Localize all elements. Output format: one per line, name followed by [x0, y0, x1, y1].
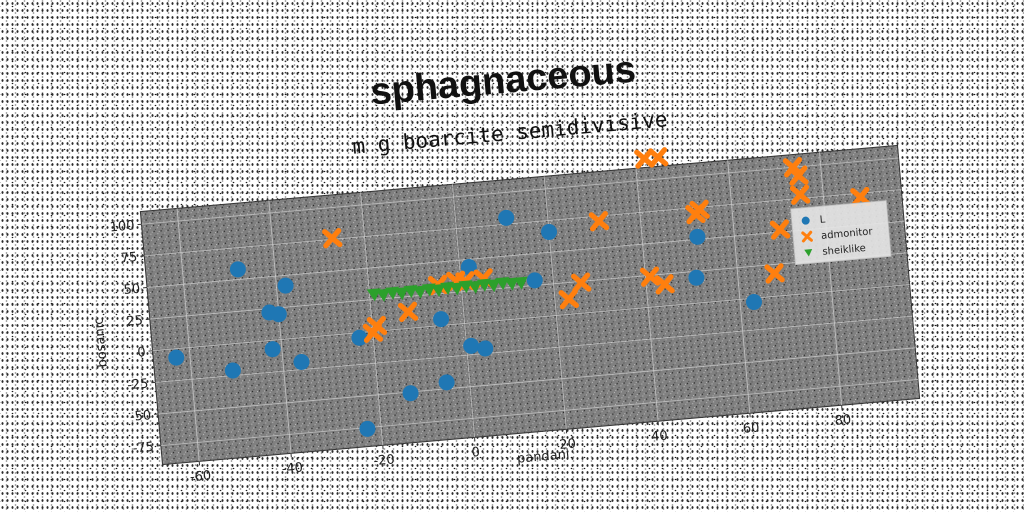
data-point — [359, 420, 376, 437]
x-gridline — [635, 168, 659, 422]
legend-marker — [801, 216, 810, 225]
data-point — [639, 266, 661, 287]
x-axis-label: pandani — [516, 447, 570, 467]
data-point — [168, 349, 185, 366]
legend-label: L — [819, 214, 826, 225]
data-point — [486, 279, 501, 293]
data-point — [351, 329, 368, 346]
data-point — [322, 227, 343, 249]
data-point — [449, 282, 464, 296]
data-point — [513, 276, 528, 290]
data-point — [460, 259, 477, 276]
x-gridline — [268, 200, 292, 454]
series-admonitor — [322, 147, 871, 343]
data-point — [229, 261, 246, 278]
data-point — [654, 274, 675, 295]
data-point — [782, 157, 804, 178]
data-point — [588, 210, 610, 232]
y-tick-label: 100 — [109, 218, 135, 235]
x-gridline — [819, 152, 843, 406]
y-tick-label: 0 — [137, 345, 147, 361]
data-point — [293, 353, 310, 370]
data-point — [438, 374, 455, 391]
data-point — [850, 186, 871, 208]
data-point — [376, 288, 390, 302]
y-tick-label: 50 — [123, 282, 141, 298]
x-tick-label: -40 — [281, 460, 303, 477]
data-point — [789, 184, 811, 205]
legend-marker — [804, 248, 813, 257]
data-series — [168, 147, 871, 437]
data-point — [397, 301, 419, 323]
data-point — [769, 219, 791, 240]
data-point — [689, 199, 710, 221]
y-tick-label: 25 — [126, 313, 144, 329]
data-point — [477, 340, 494, 357]
y-tick-label: -75 — [132, 440, 154, 457]
data-point — [571, 272, 592, 293]
plot-area — [139, 144, 921, 466]
x-gridline — [451, 184, 475, 438]
y-tick-label: -50 — [129, 408, 151, 425]
data-point — [264, 341, 281, 358]
chart-subtitle: m g boarcite semidivisive — [351, 107, 668, 158]
x-tick-label: 40 — [651, 429, 669, 445]
grid — [141, 152, 918, 462]
y-tick-label: 75 — [120, 250, 138, 266]
chart-title: sphagnaceous — [369, 48, 638, 113]
data-point — [366, 315, 388, 337]
data-point — [688, 269, 705, 286]
x-tick-label: -20 — [373, 452, 395, 469]
y-gridline — [155, 315, 913, 383]
data-point — [402, 385, 419, 402]
data-point — [764, 263, 785, 284]
data-point — [394, 287, 409, 301]
data-point — [463, 337, 480, 354]
data-point — [498, 209, 515, 226]
x-tick-label: -60 — [189, 468, 211, 485]
data-point — [270, 306, 287, 323]
data-point — [277, 277, 294, 294]
data-point — [526, 272, 543, 289]
data-point — [788, 165, 809, 186]
series-sheiklike — [366, 276, 528, 302]
legend-label: sheiklike — [822, 243, 866, 258]
data-point — [745, 293, 762, 310]
data-point — [431, 283, 446, 298]
y-gridline — [160, 379, 918, 447]
data-point — [647, 147, 669, 168]
legend-box — [790, 200, 892, 266]
y-gridline — [144, 189, 902, 257]
x-tick-label: 80 — [834, 412, 852, 428]
x-tick-label: 20 — [559, 437, 577, 453]
axis-ticks: -60 -40 -20 0 20 40 60 80 -75 -50 -25 0 25 50 75 100 — [109, 218, 852, 485]
legend-label: admonitor — [821, 226, 874, 242]
data-point — [224, 362, 241, 379]
data-point — [541, 223, 558, 240]
x-gridline — [176, 208, 200, 462]
legend-marker — [801, 230, 813, 243]
y-gridline — [158, 347, 916, 415]
data-point — [433, 311, 450, 328]
data-point — [467, 280, 482, 294]
x-gridline — [543, 176, 567, 430]
y-gridline — [141, 157, 899, 225]
x-tick-label: 0 — [471, 445, 481, 461]
y-gridline — [152, 284, 910, 352]
data-point — [412, 285, 427, 299]
x-gridline — [727, 160, 751, 414]
y-tick-label: -25 — [127, 377, 149, 394]
data-point — [689, 228, 706, 245]
data-point — [558, 288, 579, 310]
series-L — [168, 209, 762, 437]
x-tick-label: 60 — [742, 420, 760, 436]
data-point — [634, 148, 655, 169]
data-point — [504, 277, 519, 291]
y-axis-label: bosanic — [91, 317, 110, 368]
